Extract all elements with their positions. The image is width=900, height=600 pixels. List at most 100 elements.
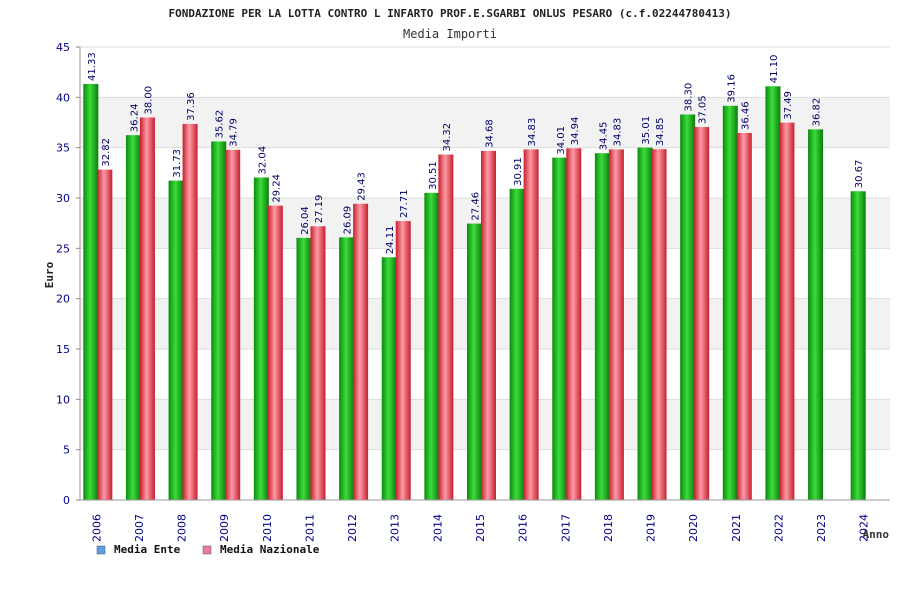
bar-value-label: 34.83 (612, 118, 623, 147)
bar-nazionale (566, 148, 582, 500)
y-axis-label: Euro (43, 261, 56, 288)
bar-nazionale (736, 132, 752, 500)
bar-value-label: 41.33 (87, 52, 98, 81)
bar-value-label: 32.04 (257, 146, 268, 175)
x-tick-label: 2018 (602, 514, 615, 542)
bar-value-label: 36.24 (129, 104, 140, 133)
bar-value-label: 34.45 (598, 122, 609, 151)
chart-subtitle: Media Importi (403, 27, 497, 41)
bar-value-label: 34.32 (442, 123, 453, 152)
bar-value-label: 31.73 (172, 149, 183, 178)
bar-ente (253, 177, 269, 501)
legend-label: Media Nazionale (220, 543, 320, 556)
x-tick-label: 2009 (218, 514, 231, 542)
bar-value-label: 39.16 (726, 74, 737, 103)
x-tick-label: 2017 (559, 514, 572, 542)
y-tick-label: 15 (56, 343, 70, 356)
bar-nazionale (353, 203, 369, 500)
plot-band (80, 47, 890, 98)
bar-value-label: 26.09 (343, 206, 354, 235)
bar-ente (680, 114, 696, 501)
bar-value-label: 41.10 (769, 55, 780, 84)
bar-value-label: 32.82 (101, 138, 112, 167)
bar-value-label: 34.85 (655, 118, 666, 147)
bar-value-label: 34.83 (527, 118, 538, 147)
x-tick-label: 2015 (474, 514, 487, 542)
bar-ente (381, 257, 397, 500)
bar-nazionale (395, 221, 411, 500)
x-axis: 2006 2007 2008 2009 2010 2011 2012 2013 2014 2015… (80, 499, 890, 542)
bar-nazionale (225, 149, 241, 500)
bar-value-label: 29.24 (271, 174, 282, 203)
bar-value-label: 34.94 (570, 117, 581, 146)
x-tick-label: 2021 (730, 514, 743, 542)
bar-nazionale (139, 117, 155, 500)
y-axis: 0 5 10 15 20 25 30 35 40 45 (56, 41, 81, 507)
legend-item: Media Nazionale (202, 543, 320, 556)
bar-ente (424, 192, 440, 500)
bar-nazionale (438, 154, 454, 500)
bar-value-label: 24.11 (385, 226, 396, 255)
bar-ente (850, 191, 866, 500)
legend-item: Media Ente (96, 543, 181, 556)
bar-ente (296, 237, 312, 500)
y-tick-label: 35 (56, 142, 70, 155)
y-tick-label: 0 (63, 494, 70, 507)
bar-value-label: 27.46 (471, 192, 482, 221)
plot-band (80, 97, 890, 148)
x-tick-label: 2011 (303, 514, 316, 542)
y-tick-label: 40 (56, 91, 70, 104)
bar-nazionale (182, 123, 198, 500)
bar-value-label: 38.30 (684, 83, 695, 112)
x-tick-label: 2019 (645, 514, 658, 542)
bar-ente (808, 129, 824, 500)
bar-ente (83, 83, 99, 500)
chart-title: FONDAZIONE PER LA LOTTA CONTRO L INFARTO… (169, 7, 732, 20)
bar-nazionale (694, 127, 710, 500)
bar-value-label: 27.71 (399, 189, 410, 218)
bar-value-label: 29.43 (357, 172, 368, 201)
y-tick-label: 30 (56, 192, 70, 205)
x-tick-label: 2014 (431, 514, 444, 542)
bar-value-label: 30.51 (428, 161, 439, 190)
bar-ente (509, 188, 525, 500)
bar-value-label: 30.91 (513, 157, 524, 186)
bar-nazionale (523, 149, 539, 501)
bar-ente (339, 237, 355, 501)
bar-nazionale (481, 150, 496, 500)
bar-value-label: 38.00 (143, 86, 154, 115)
y-tick-label: 25 (56, 242, 70, 255)
x-tick-label: 2024 (858, 514, 871, 542)
bar-nazionale (310, 226, 326, 500)
bar-nazionale (97, 169, 113, 500)
bar-value-label: 34.79 (229, 118, 240, 147)
bar-ente (552, 157, 568, 500)
bar-value-label: 36.46 (740, 101, 751, 130)
y-tick-label: 20 (56, 293, 70, 306)
bar-ente (211, 141, 227, 500)
x-tick-label: 2012 (346, 514, 359, 542)
bar-nazionale (651, 149, 667, 500)
x-tick-label: 2008 (176, 514, 189, 542)
bar-ente (765, 86, 781, 500)
bar-nazionale (608, 149, 624, 501)
bar-value-label: 34.01 (556, 126, 567, 155)
bar-value-label: 37.05 (698, 95, 709, 124)
x-tick-label: 2020 (687, 514, 700, 542)
legend-swatch (202, 545, 212, 555)
y-tick-label: 5 (63, 444, 70, 457)
bar-value-label: 30.67 (854, 160, 865, 189)
legend: Media Ente Media Nazionale (96, 543, 320, 556)
x-tick-label: 2006 (90, 514, 103, 542)
bar-ente (594, 153, 610, 500)
bar-nazionale (267, 205, 283, 500)
bar-nazionale (779, 122, 795, 500)
y-tick-label: 10 (56, 393, 70, 406)
legend-swatch (96, 545, 106, 555)
legend-label: Media Ente (114, 543, 181, 556)
x-tick-label: 2016 (517, 514, 530, 542)
bars-group (83, 83, 866, 501)
x-tick-label: 2007 (133, 514, 146, 542)
x-tick-label: 2013 (389, 514, 402, 542)
x-axis-label: Anno (863, 528, 890, 541)
